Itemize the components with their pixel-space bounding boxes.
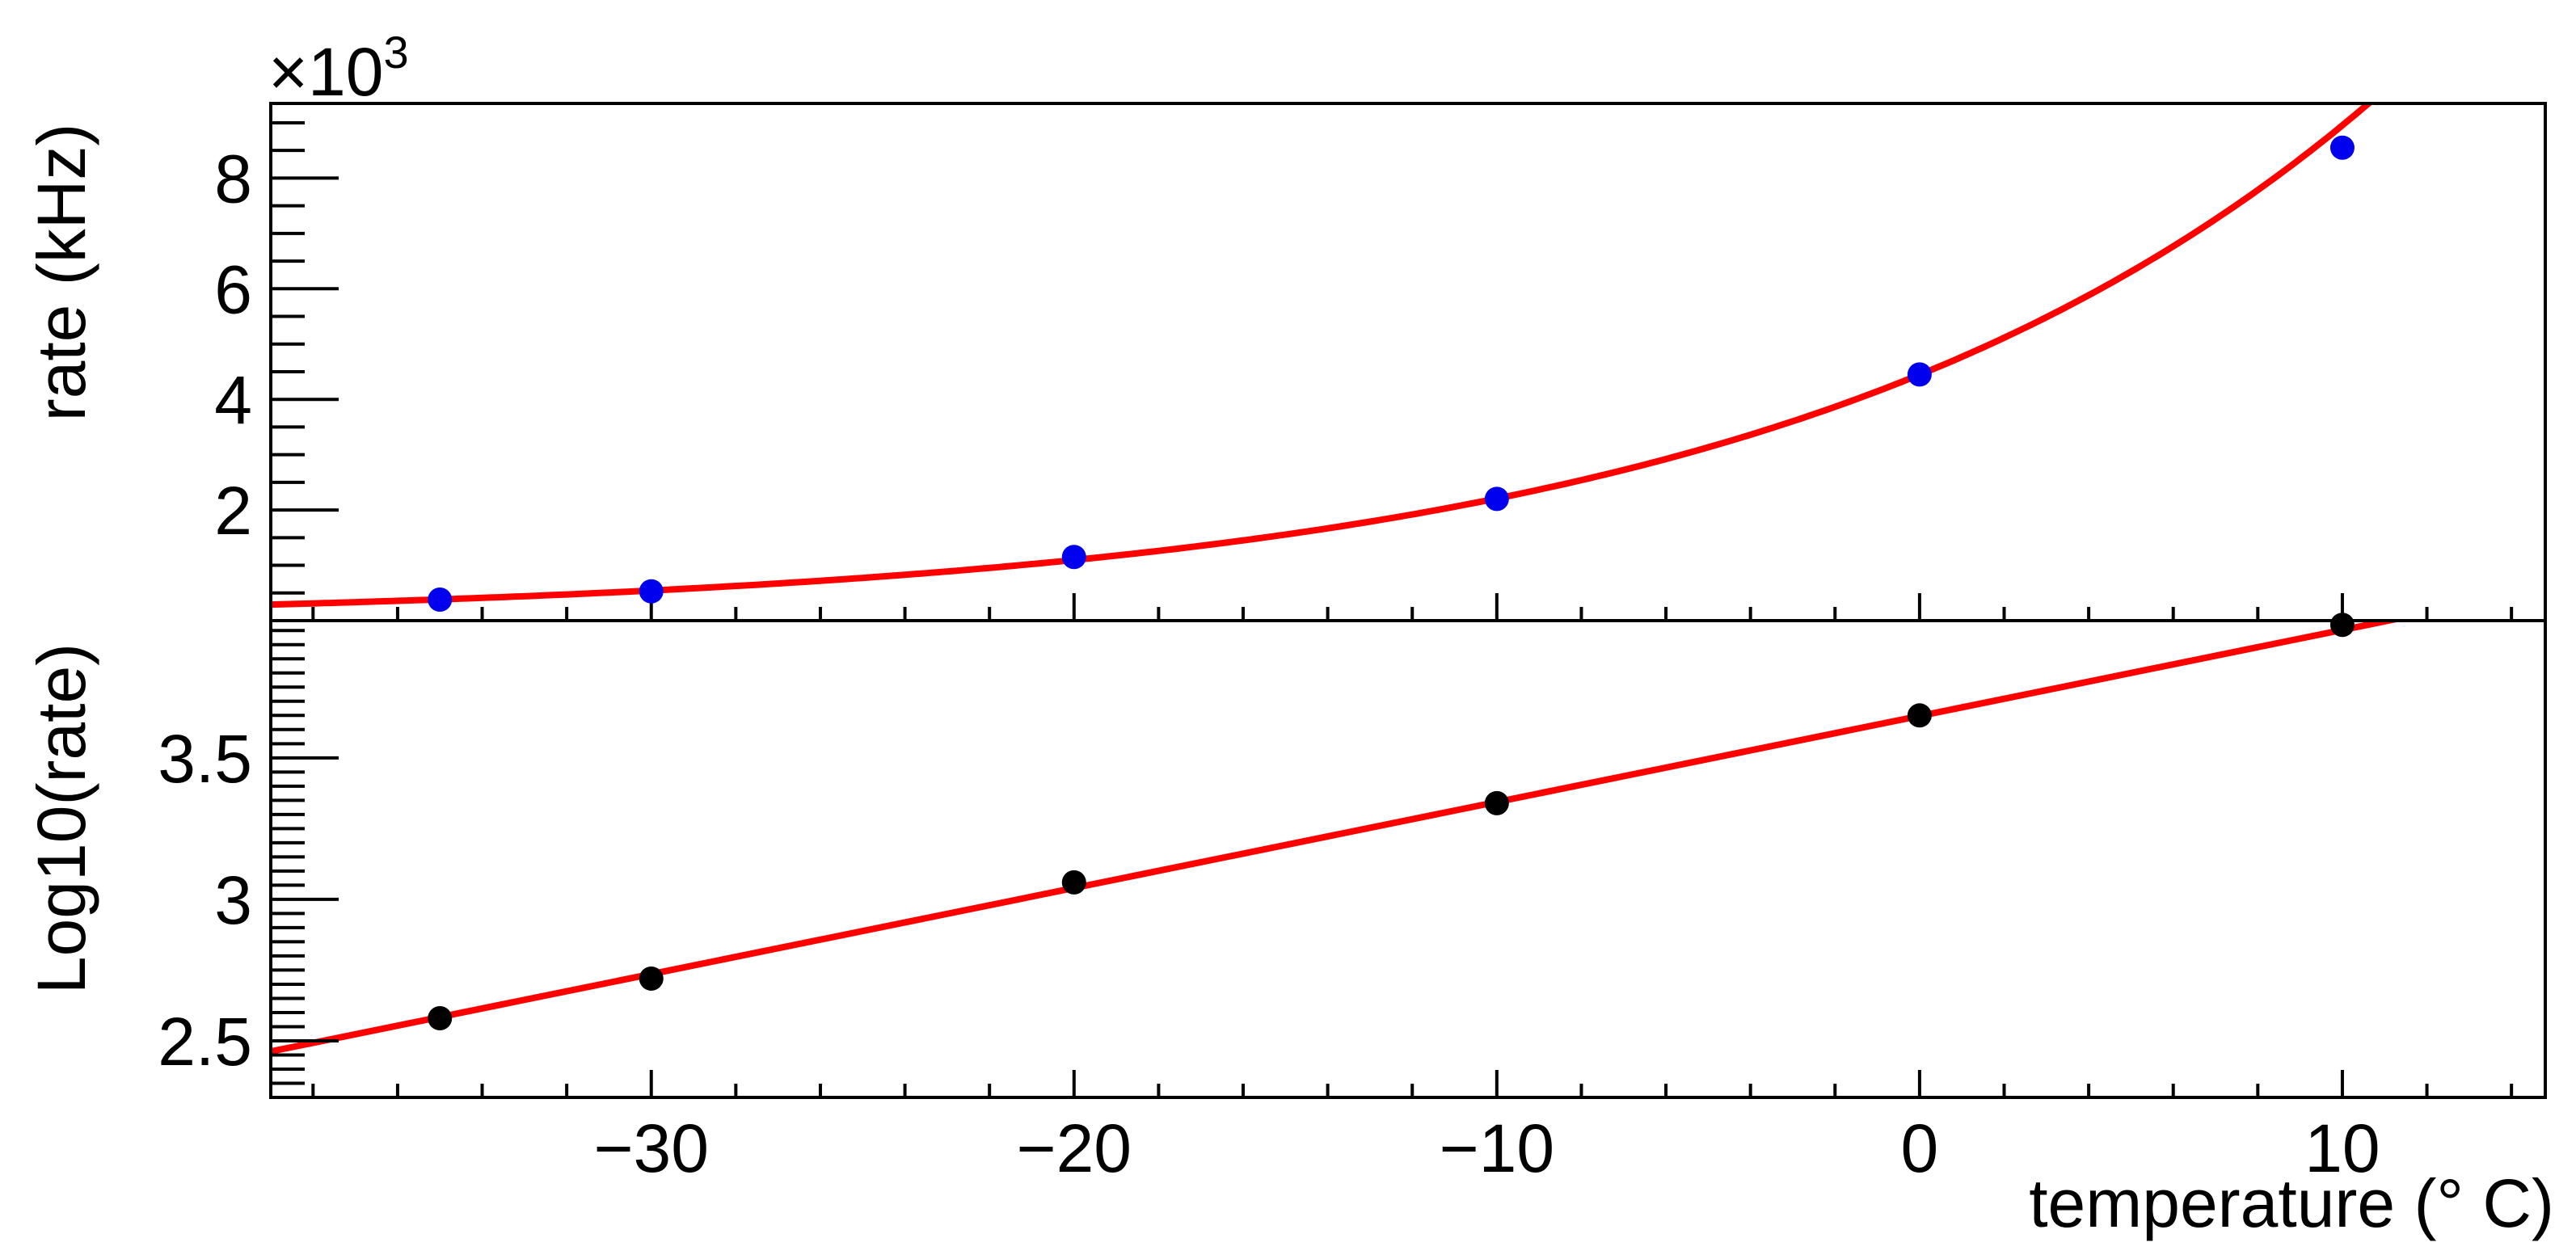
x-tick-label: −20 (1017, 1110, 1132, 1186)
bottom-data-point (428, 1005, 453, 1030)
bottom-y-axis-title: Log10(rate) (23, 643, 99, 994)
bottom-data-point (1061, 870, 1086, 895)
top-fit-layer (271, 103, 2374, 609)
top-y-tick-label: 4 (214, 362, 252, 438)
x-axis-title: temperature (° C) (2029, 1165, 2554, 1241)
bottom-plot-frame (269, 619, 2547, 1099)
bottom-y-tick-label: 3 (214, 862, 252, 938)
top-y-axis-title: rate (kHz) (23, 124, 99, 422)
top-data-point (428, 587, 453, 612)
top-data-point (1907, 362, 1932, 387)
top-y-exponent-power: 3 (384, 27, 409, 78)
top-data-point (2329, 135, 2355, 160)
bottom-fit-layer (271, 621, 2405, 1055)
x-tick-label: 0 (1901, 1110, 1939, 1186)
top-panel: 2 4 6 8 ×103 rate (kHz) (23, 27, 2547, 622)
x-tick-label: 10 (2304, 1110, 2380, 1186)
bottom-data-point (639, 966, 664, 991)
bottom-data-point (1484, 790, 1509, 815)
top-data-point (639, 579, 664, 604)
top-ticks: 2 4 6 8 (214, 120, 2514, 621)
top-y-tick-label: 8 (214, 141, 252, 217)
top-points (428, 135, 2355, 612)
top-y-exponent-label: ×103 (268, 27, 409, 110)
bottom-points (428, 613, 2355, 1030)
top-fit-curve (271, 103, 2374, 609)
bottom-ticks: −30 −20 −10 0 10 2.5 3 3.5 (158, 629, 2514, 1186)
top-y-tick-label: 2 (214, 473, 252, 549)
top-plot-frame (269, 102, 2547, 622)
x-tick-label: −10 (1440, 1110, 1555, 1186)
bottom-data-point (1907, 703, 1932, 728)
top-data-point (1061, 545, 1086, 570)
bottom-fit-line (271, 621, 2405, 1055)
top-data-point (1484, 486, 1509, 512)
bottom-panel: −30 −20 −10 0 10 2.5 3 3.5 Log10(rate) temperat… (23, 613, 2554, 1241)
x-tick-label: −30 (593, 1110, 709, 1186)
bottom-y-tick-label: 3.5 (158, 721, 252, 797)
bottom-data-point (2329, 613, 2355, 638)
bottom-y-tick-label: 2.5 (158, 1004, 252, 1080)
top-y-tick-label: 6 (214, 251, 252, 327)
